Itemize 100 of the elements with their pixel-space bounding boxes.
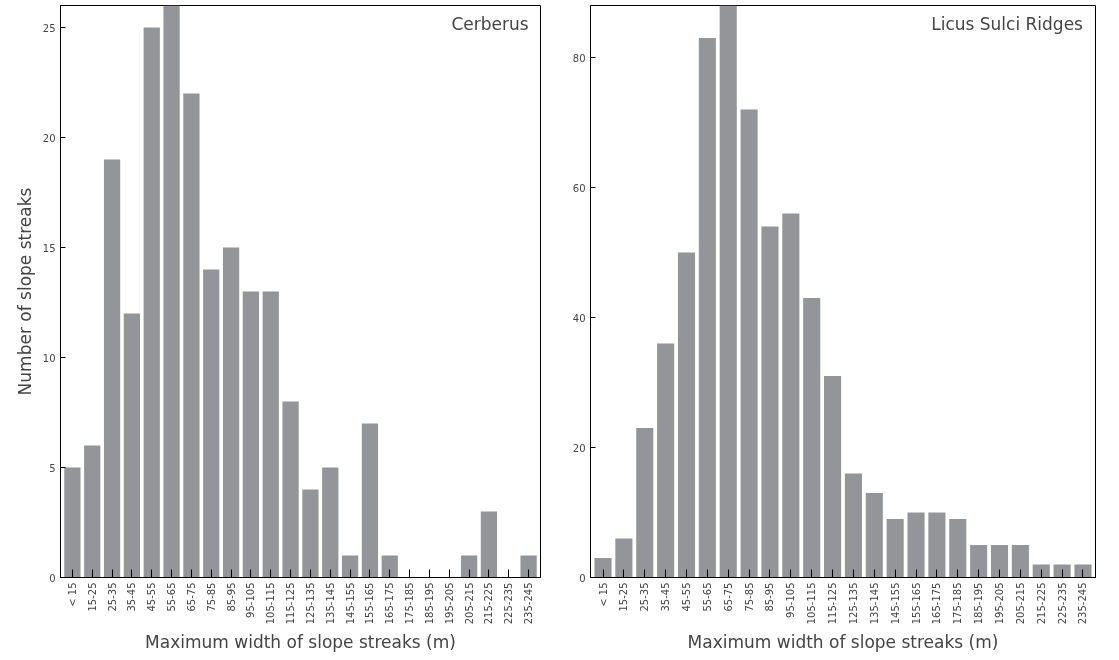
y-tick-label: 10 [42,352,56,364]
x-tick-label: 115-125 [827,582,839,625]
bar [460,555,478,578]
bar [302,489,319,578]
x-tick-label: 185-195 [423,582,435,625]
x-tick-label: 135-145 [868,582,880,625]
x-tick-label: < 15 [66,582,78,607]
x-tick-label: 25-35 [639,582,651,612]
x-tick-label: 215-225 [483,582,495,625]
x-tick-label: 185-195 [973,582,985,625]
bar [163,5,180,578]
bar [222,247,240,578]
x-tick-label: 145-155 [889,582,901,625]
x-tick-label: 165-175 [384,582,396,625]
bar [183,93,200,578]
x-tick-label: 75-85 [205,582,217,612]
x-tick-label: 45-55 [146,582,158,612]
x-tick-label: 235-245 [1077,582,1089,625]
x-tick-label: 25-35 [106,582,118,612]
bar [520,555,537,578]
y-tick-label: 25 [42,22,56,34]
text: Licus Sulci Ridges [931,14,1084,35]
bar [719,5,737,578]
x-axis-title: Maximum width of slope streaks (m) [145,632,456,653]
x-axis-title: Maximum width of slope streaks (m) [687,632,999,653]
x-tick-label: 65-75 [722,582,734,612]
bar [64,467,81,578]
x-tick-label: 175-185 [952,582,964,625]
bar [677,252,696,578]
bar [990,545,1009,578]
x-tick-label: 205-215 [1014,582,1026,625]
x-tick-label: 175-185 [404,582,416,625]
x-tick-label: 15-25 [618,582,630,612]
x-tick-label: 195-205 [994,582,1006,625]
x-tick-label: 95-105 [785,582,797,618]
bar [594,558,612,578]
bar [103,159,121,578]
x-tick-label: 125-135 [847,582,859,625]
x-tick-label: 55-65 [701,582,713,612]
y-tick-label: 80 [572,52,586,64]
y-tick-label: 0 [579,572,586,584]
bar [803,298,821,578]
bar [970,545,988,578]
y-tick-label: 20 [42,132,56,144]
x-tick-label: 205-215 [463,582,475,625]
x-tick-label: 105-115 [265,582,277,625]
x-tick-label: < 15 [597,582,609,607]
x-tick-label: 225-235 [1056,582,1068,625]
y-tick-label: 5 [49,462,56,474]
bar [740,109,758,578]
x-tick-label: 225-235 [503,582,515,625]
bar [262,291,279,578]
x-tick-label: 45-55 [680,582,692,612]
x-tick-label: 145-155 [344,582,356,625]
x-tick-label: 155-165 [364,582,376,625]
bar [282,401,299,578]
bar [242,291,260,578]
bar [636,428,654,578]
bar [824,376,842,578]
x-tick-label: 85-95 [764,582,776,612]
x-tick-label: 135-145 [324,582,336,625]
bar [698,38,716,578]
x-tick-label: 165-175 [931,582,943,625]
bar [907,512,925,578]
bar [782,213,800,578]
x-tick-label: 65-75 [185,582,197,612]
x-tick-label: 85-95 [225,582,237,612]
x-tick-label: 235-245 [523,582,535,625]
bar [480,511,498,578]
text: Cerberus [451,14,529,35]
bar [84,445,101,578]
x-tick-label: 105-115 [806,582,818,625]
bar [341,555,359,578]
bar [123,313,141,578]
bar [381,555,398,578]
bar [886,519,904,578]
bar [928,512,946,578]
bar [615,538,633,578]
x-tick-label: 195-205 [443,582,455,625]
x-tick-label: 55-65 [166,582,178,612]
bar [657,343,675,578]
y-tick-label: 40 [572,312,586,324]
x-tick-label: 115-125 [285,582,297,625]
x-tick-label: 35-45 [126,582,138,612]
bar [844,473,862,578]
x-tick-label: 125-135 [304,582,316,625]
y-tick-label: 60 [572,182,586,194]
x-tick-label: 75-85 [743,582,755,612]
y-tick-label: 0 [49,572,56,584]
bar [1074,564,1092,578]
y-tick-label: 15 [42,242,56,254]
x-tick-label: 215-225 [1035,582,1047,625]
bar [1011,545,1029,578]
y-tick-label: 20 [572,442,586,454]
y-axis-title: Number of slope streaks [14,187,35,396]
bar [949,519,967,578]
x-tick-label: 155-165 [910,582,922,625]
x-tick-label: 15-25 [86,582,98,612]
bar [203,269,220,578]
x-tick-label: 35-45 [660,582,672,612]
